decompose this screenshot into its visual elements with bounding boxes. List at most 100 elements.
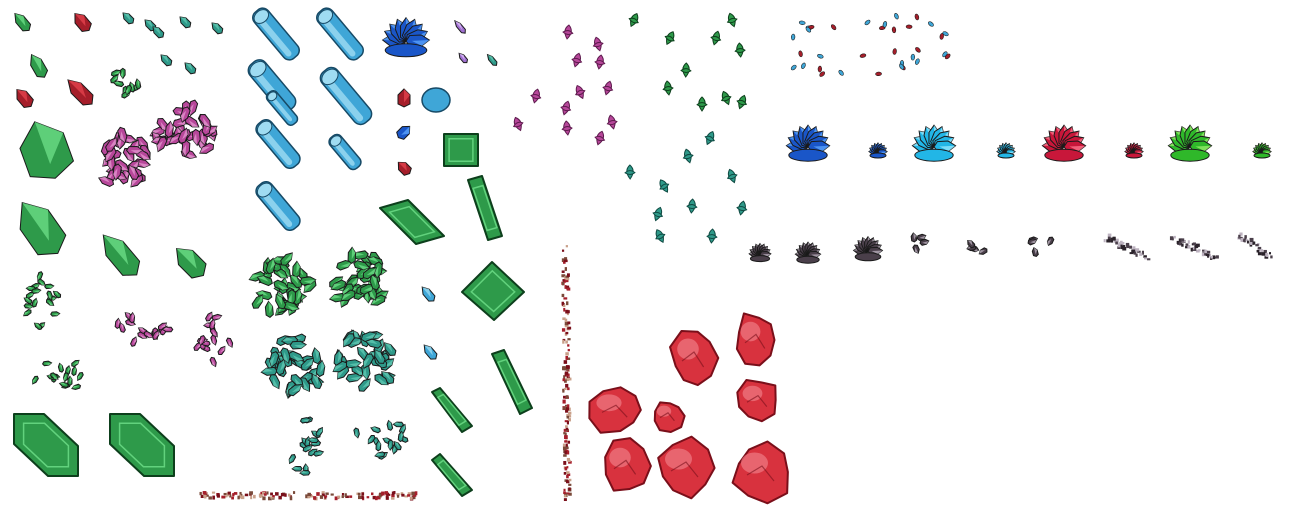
cluster-shard bbox=[151, 329, 160, 340]
gem-spike bbox=[871, 144, 880, 153]
cluster-shard bbox=[373, 338, 385, 355]
gem-particle bbox=[798, 50, 803, 58]
cluster-shard bbox=[332, 360, 348, 373]
gem-spike bbox=[400, 16, 412, 42]
cluster-shard bbox=[344, 359, 362, 369]
obsidian-chip bbox=[1027, 238, 1038, 246]
cluster-shard bbox=[369, 266, 388, 276]
aqua-crystal-pillars bbox=[247, 7, 373, 232]
cluster-shard bbox=[23, 297, 33, 305]
cluster-shard bbox=[398, 423, 407, 435]
cluster-shard bbox=[50, 311, 61, 317]
gem-spike bbox=[751, 245, 762, 256]
sapphire-cluster-small bbox=[868, 142, 888, 159]
gem-spike bbox=[807, 248, 821, 258]
leaf-sprite bbox=[571, 52, 583, 68]
leaf-sprite bbox=[628, 13, 639, 28]
cluster-shard bbox=[282, 300, 300, 312]
cluster-shard bbox=[346, 274, 359, 289]
cluster-shard bbox=[356, 283, 372, 296]
gem-spike bbox=[405, 29, 429, 46]
leaf-sprite bbox=[680, 62, 692, 78]
red-boulder bbox=[653, 401, 686, 433]
gem-spike bbox=[1260, 142, 1267, 153]
cluster-shard bbox=[300, 357, 314, 371]
cluster-shard bbox=[380, 349, 391, 368]
cluster-shard bbox=[346, 337, 364, 349]
cluster-shard bbox=[31, 297, 38, 308]
leaf-sprite bbox=[606, 114, 618, 130]
ruby-shard-cluster bbox=[16, 12, 94, 109]
tiny-teal-shard bbox=[152, 26, 165, 39]
gem-spike bbox=[759, 251, 772, 258]
gem-spike bbox=[758, 245, 769, 256]
gem-spike bbox=[1186, 125, 1201, 148]
cluster-shard bbox=[287, 289, 296, 307]
obsidian-cluster bbox=[852, 235, 884, 262]
leaf-sprite bbox=[561, 120, 573, 136]
cluster-shard bbox=[358, 378, 371, 392]
cluster-shard bbox=[353, 260, 371, 271]
cluster-shard bbox=[46, 374, 57, 381]
leaf-sprite bbox=[726, 168, 738, 184]
cluster-shard bbox=[301, 437, 310, 447]
cluster-shard bbox=[157, 324, 165, 336]
cluster-shard bbox=[370, 426, 381, 434]
leaf-sprite bbox=[512, 116, 524, 132]
cluster-shard bbox=[285, 381, 296, 399]
crystal-shard bbox=[14, 12, 32, 32]
gem-spike bbox=[1167, 140, 1191, 153]
cluster-shard bbox=[374, 451, 386, 458]
cluster-shard bbox=[387, 439, 394, 451]
cluster-shard bbox=[302, 445, 313, 453]
gem-particle bbox=[817, 65, 822, 73]
gem-spike bbox=[869, 147, 879, 154]
crystal-pillar bbox=[255, 180, 301, 232]
gem-spike bbox=[1131, 142, 1137, 153]
vertical-rubble-strip bbox=[561, 245, 572, 502]
cluster-shard bbox=[351, 250, 369, 260]
gem-spike bbox=[852, 246, 869, 255]
gem-spike bbox=[873, 142, 880, 153]
gem-particle bbox=[892, 48, 897, 55]
cluster-shard bbox=[133, 82, 141, 92]
gem-spike bbox=[754, 243, 763, 255]
gem-spike bbox=[1255, 144, 1264, 153]
cluster-shard bbox=[52, 290, 62, 299]
gem-spike bbox=[868, 149, 879, 155]
cluster-shard bbox=[340, 292, 352, 308]
gem-particle bbox=[882, 21, 888, 28]
emerald-scatter bbox=[32, 359, 84, 391]
cluster-shard bbox=[345, 276, 359, 290]
gem-spike bbox=[1261, 147, 1271, 154]
gem-spike bbox=[1179, 125, 1194, 148]
lime-cluster-small bbox=[1252, 142, 1272, 159]
leaf-sprite bbox=[682, 148, 694, 164]
cluster-shard bbox=[381, 371, 395, 385]
gem-spike bbox=[928, 124, 940, 148]
cluster-shard bbox=[161, 326, 174, 333]
cluster-shard bbox=[152, 327, 159, 339]
cluster-shard bbox=[51, 372, 57, 383]
crystal-pillar bbox=[265, 90, 299, 126]
cluster-shard bbox=[366, 330, 384, 341]
gem-spike bbox=[996, 149, 1007, 155]
cluster-shard bbox=[288, 350, 305, 362]
cluster-shard bbox=[137, 327, 148, 336]
gem-spike bbox=[918, 130, 936, 149]
cluster-shard bbox=[181, 100, 191, 118]
cluster-shard bbox=[127, 139, 140, 155]
gem-particle bbox=[928, 21, 934, 27]
gem-spike bbox=[807, 140, 831, 153]
obsidian-chip bbox=[912, 244, 920, 254]
cluster-shard bbox=[307, 437, 319, 444]
green-leaf-scatter bbox=[248, 246, 389, 318]
gem-particle bbox=[805, 25, 813, 30]
leaf-sprite bbox=[655, 229, 666, 244]
gem-spike bbox=[748, 251, 761, 258]
gem-spike bbox=[1133, 147, 1143, 154]
cluster-shard bbox=[71, 359, 80, 368]
cluster-shard bbox=[273, 279, 290, 291]
tiny-violet-shard bbox=[458, 52, 469, 64]
cluster-shard bbox=[369, 273, 381, 291]
